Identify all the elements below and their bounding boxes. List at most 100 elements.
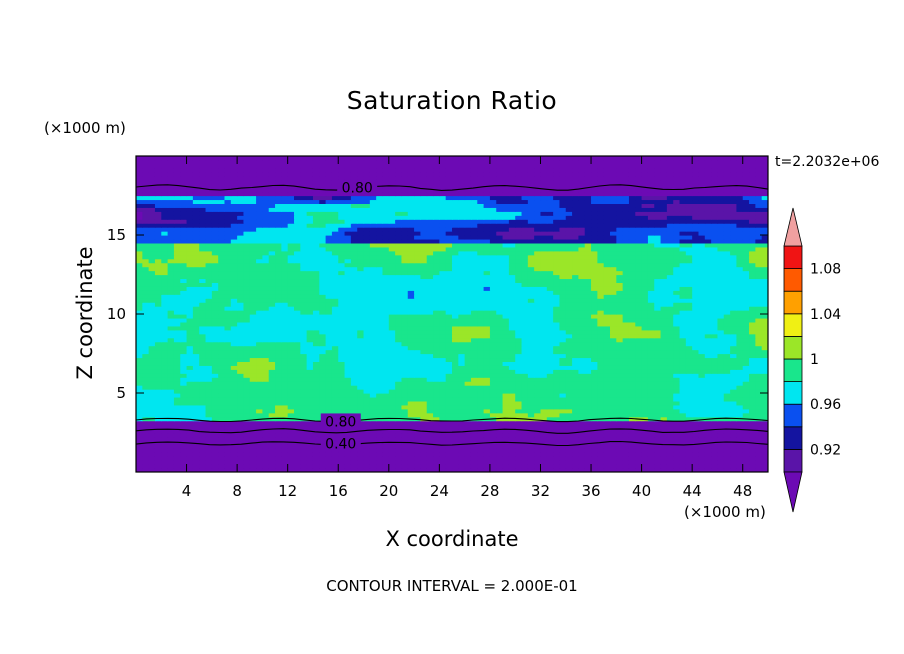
- field-cell: [711, 400, 719, 406]
- field-cell: [376, 325, 384, 331]
- field-cell: [224, 325, 232, 331]
- field-cell: [338, 460, 346, 465]
- field-cell: [287, 365, 295, 370]
- field-cell: [742, 310, 750, 315]
- field-cell: [218, 460, 226, 465]
- field-cell: [666, 290, 674, 295]
- field-cell: [205, 310, 213, 315]
- field-cell: [275, 432, 282, 438]
- field-cell: [173, 282, 181, 287]
- field-cell: [654, 412, 662, 418]
- field-cell: [458, 456, 466, 461]
- field-cell: [256, 278, 263, 283]
- field-cell: [723, 456, 731, 461]
- field-cell: [565, 365, 573, 370]
- field-cell: [142, 393, 150, 398]
- field-cell: [578, 381, 586, 386]
- field-cell: [489, 345, 497, 351]
- field-cell: [363, 452, 371, 457]
- field-cell: [654, 282, 662, 287]
- field-cell: [698, 468, 706, 472]
- field-cell: [515, 389, 523, 394]
- field-cell: [382, 341, 390, 347]
- field-cell: [275, 345, 282, 351]
- field-cell: [673, 282, 681, 287]
- field-cell: [685, 389, 693, 394]
- field-cell: [388, 396, 396, 402]
- field-cell: [312, 349, 320, 355]
- field-cell: [603, 278, 611, 283]
- field-cell: [136, 444, 143, 449]
- field-cell: [508, 393, 516, 398]
- field-cell: [496, 396, 504, 402]
- field-cell: [199, 389, 207, 394]
- field-cell: [344, 400, 352, 406]
- field-cell: [186, 452, 194, 457]
- field-cell: [344, 385, 352, 390]
- field-cell: [521, 361, 529, 366]
- field-cell: [344, 325, 352, 331]
- field-cell: [679, 452, 687, 457]
- field-cell: [452, 298, 459, 303]
- field-cell: [578, 424, 586, 430]
- field-cell: [224, 452, 232, 457]
- field-cell: [312, 393, 320, 398]
- field-cell: [338, 321, 346, 327]
- field-cell: [445, 302, 453, 307]
- field-cell: [268, 412, 276, 418]
- field-cell: [635, 393, 643, 398]
- field-cell: [603, 337, 611, 343]
- field-cell: [622, 432, 630, 438]
- field-cell: [502, 337, 510, 343]
- field-cell: [584, 337, 592, 343]
- field-cell: [439, 428, 447, 434]
- field-cell: [420, 353, 428, 359]
- field-cell: [388, 412, 396, 418]
- field-cell: [761, 306, 768, 311]
- field-cell: [401, 357, 409, 362]
- field-cell: [584, 400, 592, 406]
- field-cell: [262, 400, 270, 406]
- field-cell: [559, 310, 567, 315]
- field-cell: [591, 389, 598, 394]
- field-cell: [414, 317, 421, 323]
- field-cell: [559, 282, 567, 287]
- field-cell: [433, 377, 440, 382]
- field-cell: [249, 345, 257, 351]
- field-cell: [534, 317, 542, 323]
- field-cell: [584, 432, 592, 438]
- field-cell: [723, 408, 731, 414]
- field-cell: [578, 329, 586, 335]
- field-cell: [736, 389, 744, 394]
- field-cell: [211, 329, 219, 335]
- field-cell: [395, 420, 403, 426]
- field-cell: [736, 302, 744, 307]
- field-cell: [414, 452, 421, 457]
- field-cell: [711, 369, 719, 374]
- field-cell: [426, 357, 434, 362]
- field-cell: [167, 310, 175, 315]
- field-cell: [294, 444, 301, 449]
- field-cell: [142, 286, 150, 291]
- field-cell: [527, 325, 535, 331]
- field-cell: [136, 333, 143, 339]
- field-cell: [749, 337, 756, 343]
- field-cell: [395, 286, 403, 291]
- field-cell: [755, 317, 763, 323]
- field-cell: [597, 310, 605, 315]
- field-cell: [508, 333, 516, 339]
- field-cell: [180, 321, 188, 327]
- field-cell: [414, 306, 421, 311]
- field-cell: [357, 404, 365, 410]
- field-cell: [452, 302, 459, 307]
- field-cell: [268, 286, 276, 291]
- field-cell: [268, 357, 276, 362]
- field-cell: [470, 357, 478, 362]
- field-cell: [306, 298, 314, 303]
- field-cell: [331, 333, 339, 339]
- field-cell: [591, 333, 598, 339]
- field-cell: [755, 361, 763, 366]
- field-cell: [597, 361, 605, 366]
- field-cell: [268, 432, 276, 438]
- field-cell: [553, 404, 561, 410]
